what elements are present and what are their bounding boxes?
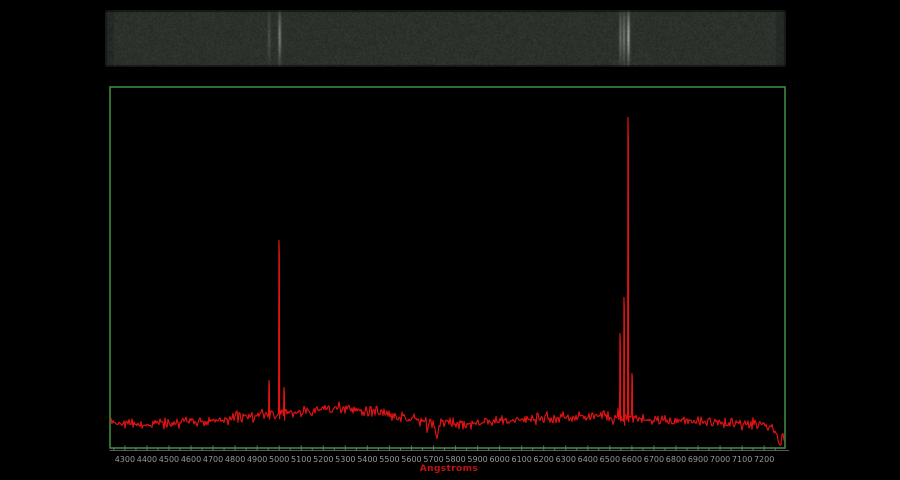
x-axis-tick-label: 6600 (622, 455, 642, 464)
x-axis-tick-label: 6500 (600, 455, 620, 464)
x-axis-tick-label: 4500 (159, 455, 179, 464)
x-axis-tick-label: 5800 (445, 455, 465, 464)
x-axis-tick-label: 7200 (754, 455, 774, 464)
x-axis-tick-label: 5200 (313, 455, 333, 464)
x-axis-tick-label: 5600 (401, 455, 421, 464)
x-axis-tick-label: 6800 (666, 455, 686, 464)
spectrum-strip-image (105, 10, 786, 67)
x-axis-tick-label: 5300 (335, 455, 355, 464)
x-axis-tick-label: 5000 (269, 455, 289, 464)
x-axis-tick-label: 6400 (578, 455, 598, 464)
x-axis-tick-label: 4600 (181, 455, 201, 464)
x-axis-tick-label: 7000 (710, 455, 730, 464)
x-axis-tick-label: 6200 (534, 455, 554, 464)
x-axis-tick-label: 6900 (688, 455, 708, 464)
x-axis-tick-label: 6700 (644, 455, 664, 464)
x-axis-title: Angstroms (419, 464, 479, 474)
x-axis-tick-label: 5900 (467, 455, 487, 464)
x-axis-tick-label: 4300 (115, 455, 135, 464)
x-axis-tick-label: 7100 (732, 455, 752, 464)
x-axis-tick-label: 5400 (357, 455, 377, 464)
x-axis-tick-label: 4700 (203, 455, 223, 464)
x-axis-tick-label: 4900 (247, 455, 267, 464)
x-axis-tick-label: 5700 (423, 455, 443, 464)
plot-border (109, 86, 786, 449)
x-axis-tick-label: 4800 (225, 455, 245, 464)
x-axis-tick-label: 5500 (379, 455, 399, 464)
x-axis-tick-label: 6000 (489, 455, 509, 464)
spectrum-trace (110, 116, 785, 446)
x-axis-tick-label: 6100 (511, 455, 531, 464)
x-axis-tick-label: 6300 (556, 455, 576, 464)
x-axis-tick-label: 5100 (291, 455, 311, 464)
x-axis-tick-label: 4400 (137, 455, 157, 464)
